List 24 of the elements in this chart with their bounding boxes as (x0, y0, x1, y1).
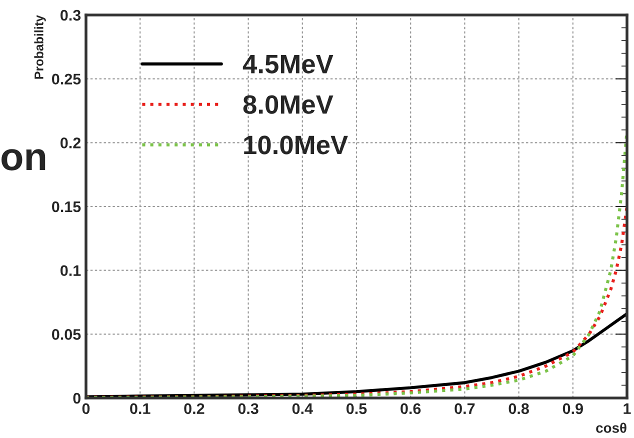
y-tick-label: 0.3 (60, 10, 81, 21)
x-tick-label: 0 (82, 403, 90, 414)
x-tick-label: 0.6 (400, 403, 421, 414)
y-tick-label: 0.15 (52, 201, 81, 212)
x-axis-title: cosθ (596, 422, 626, 433)
y-tick-label: 0.2 (60, 138, 81, 148)
y-tick-label: 0 (73, 392, 81, 404)
x-tick-label: 0.7 (454, 403, 475, 414)
y-tick-label: 0.05 (52, 329, 81, 340)
x-tick-label: 0.2 (184, 403, 204, 414)
x-tick-label: 1 (624, 403, 631, 414)
y-tick-label: 0.25 (52, 74, 81, 85)
legend-label: 4.5MeV (242, 55, 334, 74)
legend-label: 8.0MeV (243, 95, 334, 114)
x-tick-label: 0.3 (238, 403, 258, 414)
legend-label: 10.0MeV (244, 136, 348, 154)
text: on (2, 149, 46, 170)
y-axis-title: Probability (34, 15, 46, 79)
x-tick-label: 0.1 (130, 403, 150, 414)
y-tick-label: 0.1 (60, 265, 81, 276)
x-tick-label: 0.4 (292, 403, 313, 414)
x-tick-label: 0.8 (508, 403, 529, 414)
x-tick-label: 0.9 (562, 403, 583, 414)
x-tick-label: 0.5 (346, 403, 367, 414)
